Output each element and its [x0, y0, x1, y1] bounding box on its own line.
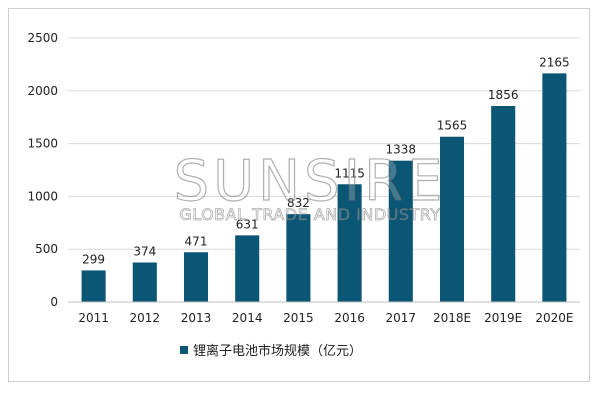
bar-value-label: 832 — [287, 196, 310, 210]
y-tick-label: 2000 — [27, 84, 58, 98]
x-tick-label: 2015 — [283, 311, 314, 325]
x-tick-label: 2012 — [130, 311, 161, 325]
bar — [183, 252, 209, 302]
x-axis-ticks: 2011 2012 2013 2014 2015 2016 2017 2018E 2019E 20… — [78, 311, 573, 325]
watermark-brand: SUNSIRE — [174, 149, 447, 214]
y-tick-label: 1500 — [27, 137, 58, 151]
bar — [286, 214, 311, 302]
bar — [388, 160, 413, 302]
x-tick-label: 2017 — [386, 311, 417, 325]
bar — [491, 106, 516, 302]
bar-value-label: 299 — [82, 252, 105, 266]
y-tick-label: 2500 — [27, 31, 58, 45]
x-tick-label: 2016 — [334, 311, 365, 325]
bar-value-label: 471 — [185, 234, 208, 248]
bar-value-label: 1565 — [437, 119, 468, 133]
x-tick-label: 2018E — [433, 311, 471, 325]
x-tick-label: 2011 — [78, 311, 109, 325]
x-tick-label: 2020E — [535, 311, 573, 325]
bar-value-label: 1338 — [386, 143, 417, 157]
x-tick-label: 2014 — [232, 311, 263, 325]
bars — [81, 73, 567, 302]
data-labels: 299 374 471 631 832 1115 1338 1565 1856 2165 — [82, 55, 570, 266]
legend-swatch — [180, 346, 188, 354]
bar-value-label: 374 — [133, 245, 156, 259]
y-tick-label: 0 — [50, 295, 58, 309]
y-axis-ticks: 0 500 1000 1500 2000 2500 — [27, 31, 58, 309]
bar — [235, 235, 260, 302]
legend-label: 锂离子电池市场规模（亿元） — [193, 343, 362, 359]
bar-value-label: 1856 — [488, 88, 519, 102]
bar — [542, 73, 567, 302]
bar — [439, 136, 465, 302]
x-tick-label: 2019E — [484, 311, 522, 325]
bar — [337, 184, 362, 302]
bar — [81, 270, 106, 302]
y-tick-label: 500 — [35, 242, 58, 256]
bar — [132, 262, 157, 302]
x-tick-label: 2013 — [181, 311, 212, 325]
bar-value-label: 1115 — [334, 166, 365, 180]
watermark-tagline: GLOBAL TRADE AND INDUSTRY — [179, 205, 440, 224]
legend: 锂离子电池市场规模（亿元） — [180, 343, 362, 359]
y-tick-label: 1000 — [27, 189, 58, 203]
bar-value-label: 631 — [236, 217, 259, 231]
bar-value-label: 2165 — [539, 55, 570, 69]
watermark: SUNSIRE GLOBAL TRADE AND INDUSTRY — [173, 148, 447, 224]
